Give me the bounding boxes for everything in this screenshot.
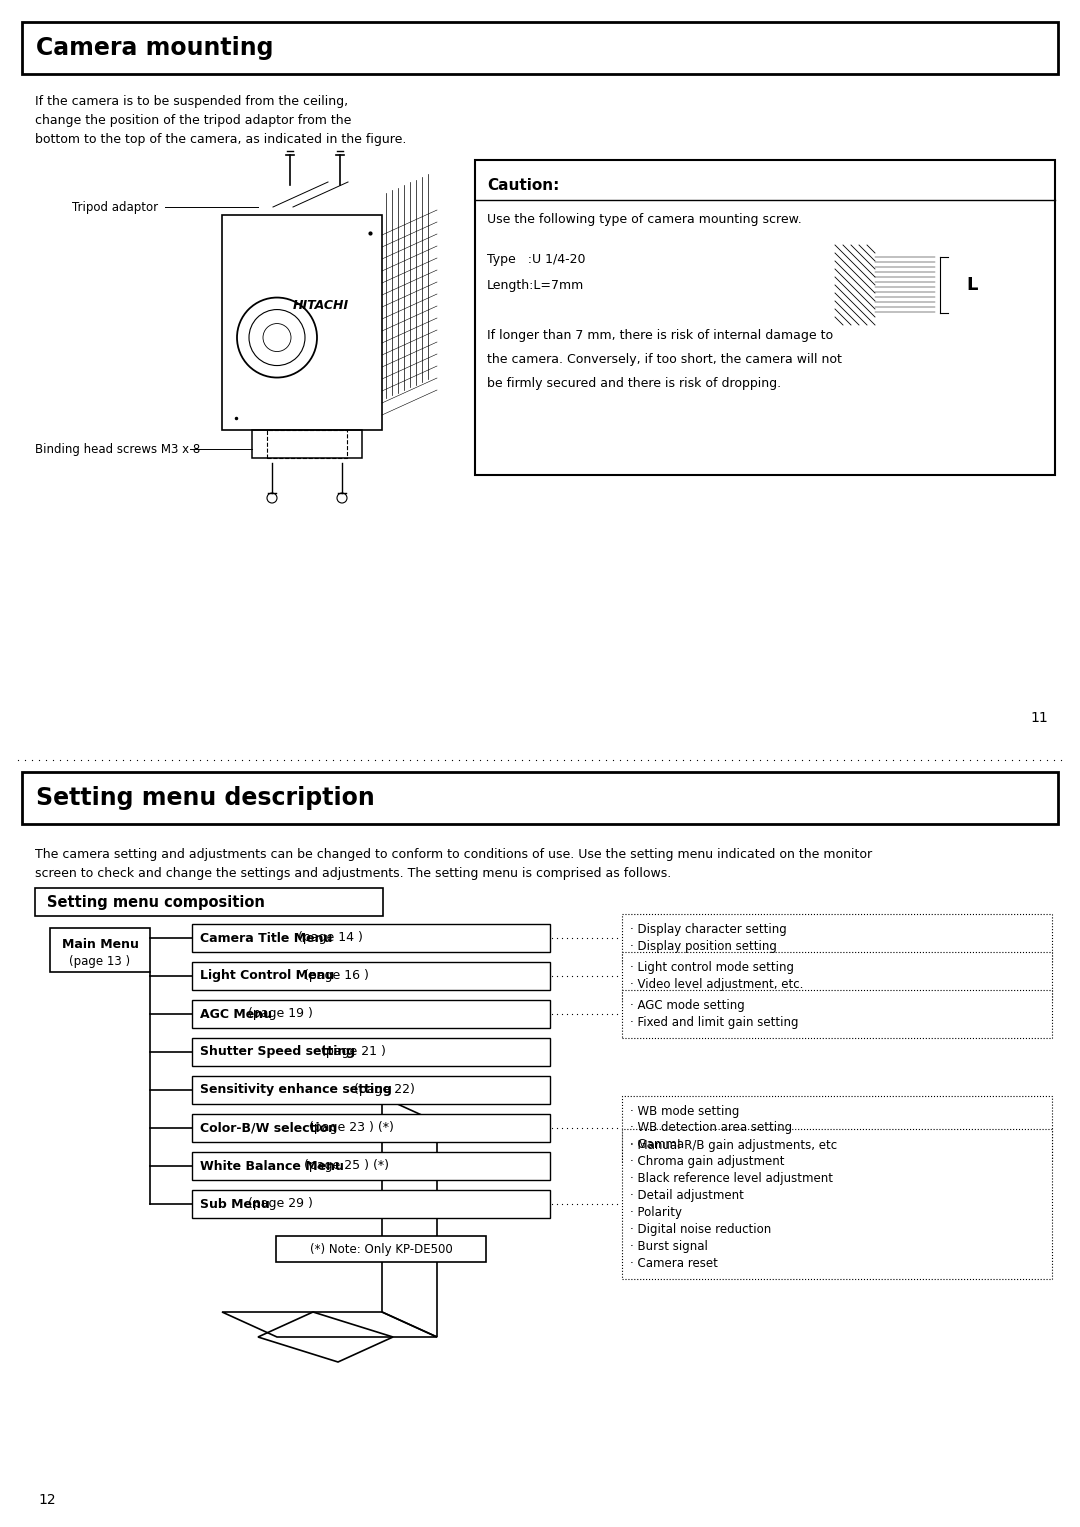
Text: · Fixed and limit gain setting: · Fixed and limit gain setting [630, 1015, 798, 1029]
Bar [252, 431, 362, 458]
Text: Binding head screws M3 x 8: Binding head screws M3 x 8 [35, 443, 200, 455]
Text: (page 13 ): (page 13 ) [69, 956, 131, 968]
Text: Sub Menu: Sub Menu [200, 1197, 270, 1211]
Text: · WB detection area setting: · WB detection area setting [630, 1121, 792, 1135]
Bar [622, 1095, 1052, 1161]
Bar [192, 1000, 550, 1028]
Text: (page 16 ): (page 16 ) [300, 970, 368, 982]
Bar [622, 989, 1052, 1038]
Text: (page 23 ) (*): (page 23 ) (*) [306, 1121, 394, 1135]
Text: · Digital noise reduction: · Digital noise reduction [630, 1223, 771, 1235]
Bar [835, 244, 875, 325]
Bar [267, 431, 347, 458]
Bar [22, 773, 1058, 825]
Text: 12: 12 [38, 1493, 56, 1507]
Text: screen to check and change the settings and adjustments. The setting menu is com: screen to check and change the settings … [35, 867, 672, 880]
Text: Camera mounting: Camera mounting [36, 37, 273, 60]
Text: (page 21 ): (page 21 ) [316, 1046, 386, 1058]
Text: · Video level adjustment, etc.: · Video level adjustment, etc. [630, 977, 804, 991]
Text: Color-B/W selection: Color-B/W selection [200, 1121, 337, 1135]
Text: (page 22): (page 22) [350, 1084, 415, 1096]
Text: bottom to the top of the camera, as indicated in the figure.: bottom to the top of the camera, as indi… [35, 133, 406, 147]
Bar [222, 215, 382, 431]
Bar [22, 21, 1058, 73]
Text: the camera. Conversely, if too short, the camera will not: the camera. Conversely, if too short, th… [487, 353, 842, 365]
Text: be firmly secured and there is risk of dropping.: be firmly secured and there is risk of d… [487, 377, 781, 389]
Text: Type   :U 1/4-20: Type :U 1/4-20 [487, 253, 585, 267]
Text: · Black reference level adjustment: · Black reference level adjustment [630, 1173, 833, 1185]
Bar [192, 1038, 550, 1066]
Text: · Camera reset: · Camera reset [630, 1257, 718, 1270]
Bar [192, 1115, 550, 1142]
Text: White Balance Menu: White Balance Menu [200, 1159, 343, 1173]
Text: If the camera is to be suspended from the ceiling,: If the camera is to be suspended from th… [35, 95, 348, 108]
Bar [50, 928, 150, 973]
Text: Setting menu description: Setting menu description [36, 786, 375, 809]
Text: · Detail adjustment: · Detail adjustment [630, 1190, 744, 1202]
Text: 11: 11 [1030, 712, 1048, 725]
Text: The camera setting and adjustments can be changed to conform to conditions of us: The camera setting and adjustments can b… [35, 847, 873, 861]
Text: Camera Title Menu: Camera Title Menu [200, 931, 333, 945]
Text: Length:L=7mm: Length:L=7mm [487, 278, 584, 292]
Text: Shutter Speed setting: Shutter Speed setting [200, 1046, 355, 1058]
Text: AGC Menu: AGC Menu [200, 1008, 272, 1020]
Text: Sensitivity enhance setting: Sensitivity enhance setting [200, 1084, 392, 1096]
Bar [875, 257, 935, 313]
Text: (page 25 ) (*): (page 25 ) (*) [300, 1159, 389, 1173]
Text: (*) Note: Only KP-DE500: (*) Note: Only KP-DE500 [310, 1243, 453, 1255]
Text: · Gamma: · Gamma [630, 1138, 684, 1151]
Bar [192, 962, 550, 989]
Text: (page 19 ): (page 19 ) [244, 1008, 313, 1020]
Text: (page 29 ): (page 29 ) [244, 1197, 313, 1211]
Text: Use the following type of camera mounting screw.: Use the following type of camera mountin… [487, 214, 801, 226]
Text: · Manual R/B gain adjustments, etc: · Manual R/B gain adjustments, etc [630, 1139, 837, 1151]
Bar [475, 160, 1055, 475]
Bar [35, 889, 383, 916]
Text: · Display position setting: · Display position setting [630, 941, 777, 953]
Text: change the position of the tripod adaptor from the: change the position of the tripod adapto… [35, 115, 351, 127]
Text: Main Menu: Main Menu [62, 938, 138, 950]
Text: · WB mode setting: · WB mode setting [630, 1104, 740, 1118]
Bar [276, 1235, 486, 1261]
Bar [192, 924, 550, 951]
Text: HITACHI: HITACHI [293, 299, 349, 312]
Bar [622, 951, 1052, 1000]
Text: · Display character setting: · Display character setting [630, 922, 786, 936]
Text: · AGC mode setting: · AGC mode setting [630, 999, 745, 1012]
Text: Light Control Menu: Light Control Menu [200, 970, 334, 982]
Text: (page 14 ): (page 14 ) [295, 931, 363, 945]
Text: · Chroma gain adjustment: · Chroma gain adjustment [630, 1154, 784, 1168]
Bar [192, 1190, 550, 1219]
Bar [622, 1128, 1052, 1280]
Text: · Burst signal: · Burst signal [630, 1240, 707, 1254]
Bar [192, 1151, 550, 1180]
Text: · Light control mode setting: · Light control mode setting [630, 960, 794, 974]
Bar [192, 1077, 550, 1104]
Text: · Polarity: · Polarity [630, 1206, 681, 1219]
Text: L: L [967, 276, 977, 295]
Text: Tripod adaptor: Tripod adaptor [72, 200, 158, 214]
Bar [622, 915, 1052, 962]
Text: Setting menu composition: Setting menu composition [48, 895, 265, 910]
Text: If longer than 7 mm, there is risk of internal damage to: If longer than 7 mm, there is risk of in… [487, 328, 833, 342]
Text: Caution:: Caution: [487, 179, 559, 194]
